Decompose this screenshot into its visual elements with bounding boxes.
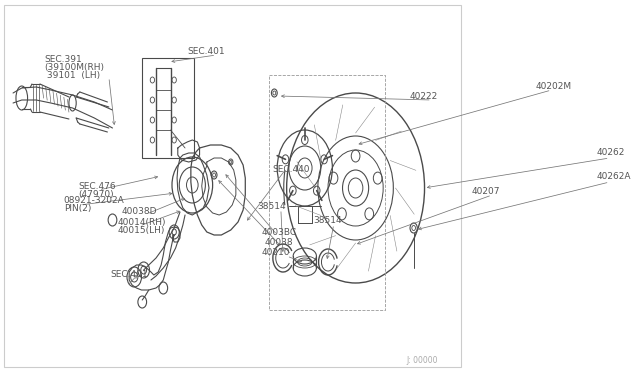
Text: PIN(2): PIN(2) <box>64 204 92 213</box>
Text: J: 00000: J: 00000 <box>406 356 438 365</box>
Text: 39101  (LH): 39101 (LH) <box>44 71 100 80</box>
Text: 38514: 38514 <box>314 216 342 225</box>
Circle shape <box>150 137 155 143</box>
Text: 40038D: 40038D <box>122 207 157 216</box>
Text: 08921-3202A: 08921-3202A <box>64 196 125 205</box>
Text: SEC.476: SEC.476 <box>78 182 116 191</box>
Text: 40014(RH): 40014(RH) <box>118 218 166 227</box>
Text: 40207: 40207 <box>472 187 500 196</box>
Text: 40262: 40262 <box>596 148 625 157</box>
Bar <box>141 58 194 158</box>
Text: 40202M: 40202M <box>536 82 572 91</box>
Text: 38514: 38514 <box>258 202 286 211</box>
Text: 40015(LH): 40015(LH) <box>118 226 165 235</box>
Text: SEC.391: SEC.391 <box>44 55 82 64</box>
Text: SEC.401: SEC.401 <box>110 270 148 279</box>
Text: 40038: 40038 <box>265 238 294 247</box>
Text: SEC.401: SEC.401 <box>188 47 225 56</box>
Text: SEC.440: SEC.440 <box>272 165 310 174</box>
Text: 40222: 40222 <box>410 92 438 101</box>
Text: 4003BC: 4003BC <box>261 228 296 237</box>
Text: 40262A: 40262A <box>596 172 631 181</box>
Circle shape <box>150 117 155 123</box>
Text: (39100M(RH): (39100M(RH) <box>44 63 104 72</box>
Text: 40210: 40210 <box>261 248 290 257</box>
Circle shape <box>150 97 155 103</box>
Text: (47970): (47970) <box>78 190 114 199</box>
Circle shape <box>172 97 177 103</box>
Circle shape <box>172 117 177 123</box>
Circle shape <box>172 137 177 143</box>
Circle shape <box>410 223 417 233</box>
Circle shape <box>150 77 155 83</box>
Circle shape <box>172 77 177 83</box>
